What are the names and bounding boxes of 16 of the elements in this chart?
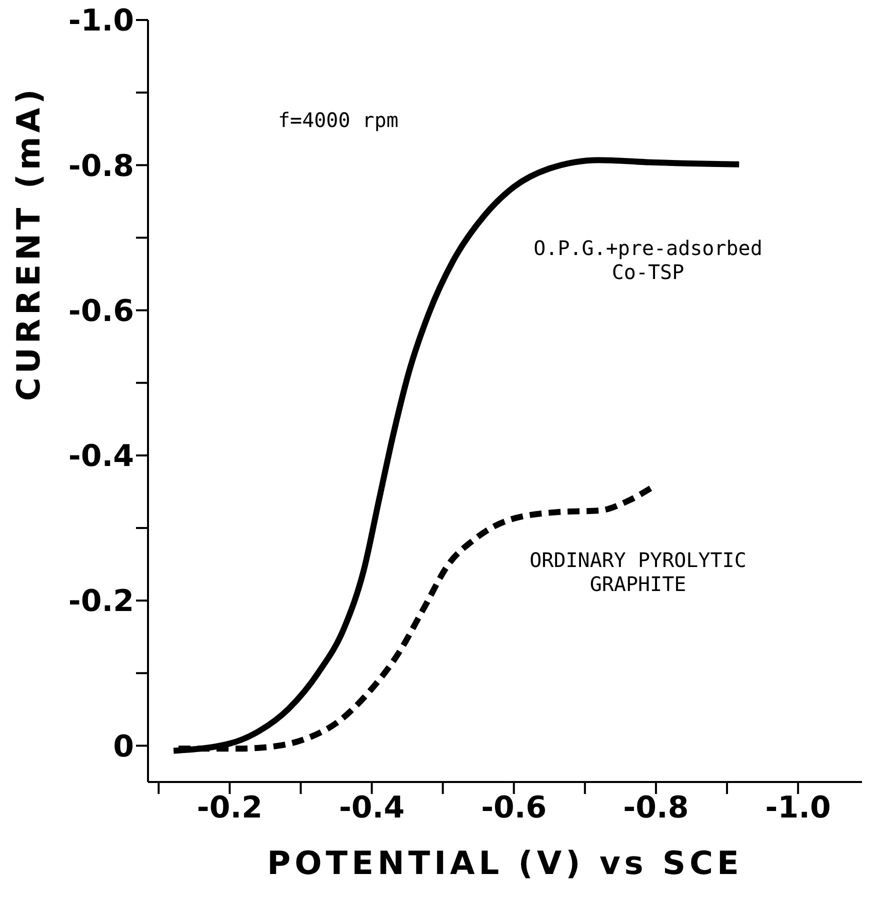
y-tick-label: -0.2: [68, 584, 134, 620]
series-label: ORDINARY PYROLYTIC GRAPHITE: [528, 548, 748, 596]
x-tick-label: -1.0: [765, 790, 831, 826]
y-tick-label: -1.0: [68, 4, 134, 39]
y-tick-label: 0: [113, 729, 134, 764]
x-tick-label: -0.6: [481, 790, 547, 826]
annotation: f=4000 rpm: [278, 108, 398, 132]
y-tick-label: -0.6: [68, 294, 134, 329]
y-tick-label: -0.8: [68, 148, 134, 184]
x-tick-label: -0.2: [196, 790, 263, 826]
x-axis-title: POTENTIAL (V) vs SCE: [267, 844, 743, 882]
x-tick-label: -0.8: [623, 790, 689, 826]
x-tick-label: -0.4: [338, 790, 405, 826]
text: O.P.G.+pre-adsorbed Co-TSP: [532, 236, 764, 284]
y-axis-title: CURRENT (mA): [9, 85, 48, 401]
y-tick-label: -0.4: [68, 439, 134, 474]
